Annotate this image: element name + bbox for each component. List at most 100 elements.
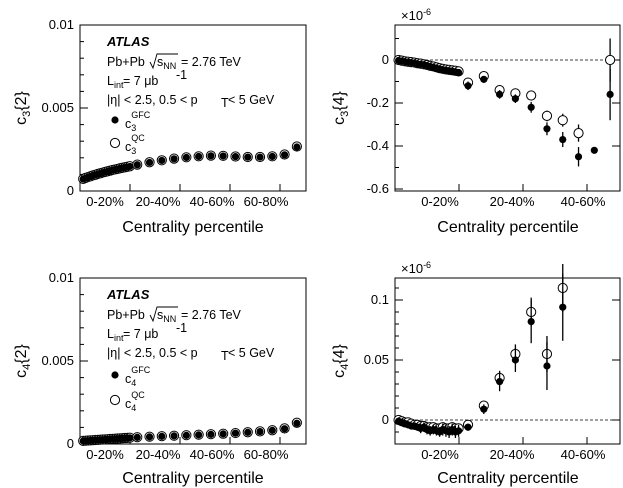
lumi-label: Lint = 7 μb -1 [107, 321, 187, 343]
gfc-point [126, 434, 134, 442]
gfc-point [231, 429, 240, 437]
y-minor-ticks [80, 294, 84, 428]
y-tick-label: 0 [67, 183, 74, 198]
qc-point [573, 128, 584, 139]
svg-text:|η| < 2.5, 0.5 < p: |η| < 2.5, 0.5 < p [107, 346, 198, 360]
gfc-point [133, 161, 141, 169]
y-tick-label: 0.1 [371, 292, 389, 307]
gfc-point [543, 362, 551, 370]
system-label: Pb+Pb [107, 308, 145, 322]
data-markers [393, 264, 568, 438]
y-axis-title: c4{2} [13, 343, 33, 377]
x-tick-label: 0-20% [86, 447, 124, 462]
x-tick-label: 60-80% [244, 194, 289, 209]
gfc-point [195, 152, 203, 161]
legend: c3GFC c3QC [109, 110, 151, 156]
gfc-point [511, 356, 519, 364]
y-axis-title: c3{4} [331, 90, 351, 124]
x-tick-label: 0-20% [86, 194, 124, 209]
atlas-label: ATLAS [106, 287, 150, 302]
plot-frame [394, 277, 621, 445]
gfc-point [207, 430, 215, 438]
y-tick-label: 0 [67, 436, 74, 451]
gfc-point [256, 153, 264, 161]
svg-text:Lint: Lint [107, 327, 124, 343]
gfc-point [543, 125, 551, 133]
gfc-point [244, 428, 252, 436]
gfc-point [454, 427, 463, 435]
gfc-point [244, 153, 252, 161]
gfc-point [170, 155, 178, 163]
gfc-point [280, 425, 289, 433]
gfc-point [145, 433, 154, 441]
svg-text:-1: -1 [176, 321, 187, 335]
gfc-point [590, 146, 598, 154]
gfc-point [256, 427, 264, 436]
x-axis-title: Centrality percentile [437, 219, 579, 236]
gfc-point [464, 82, 472, 90]
legend-entry: c3GFC [125, 110, 151, 133]
svg-text:T: T [221, 349, 229, 363]
gfc-point [158, 156, 166, 165]
y-ticks [395, 38, 620, 190]
gfc-point [170, 432, 178, 440]
gfc-point [126, 162, 134, 171]
gfc-point [182, 431, 190, 439]
svg-text:= 7 μb: = 7 μb [123, 74, 158, 88]
panel-c3-4: ×10-6 0 -0.2 -0.4 -0.6 0-20% 20-40% 40-6… [331, 7, 621, 236]
x-tick-label: 0-20% [421, 194, 459, 209]
y-tick-label: 0.005 [41, 100, 74, 115]
qc-point [526, 90, 537, 101]
panel-c4-2: 0 0.005 0.01 0-20% 20-40% 40-60% 60-80% … [13, 270, 307, 487]
gfc-point [527, 103, 535, 111]
cuts-label: |η| < 2.5, 0.5 < p T < 5 GeV [107, 93, 275, 110]
gfc-point [606, 90, 614, 98]
qc-point [541, 110, 553, 122]
svg-text:= 7 μb: = 7 μb [123, 327, 158, 341]
data-markers [78, 141, 302, 184]
y-ticks [395, 287, 620, 433]
lumi-label: Lint = 7 μb -1 [107, 68, 187, 90]
gfc-point [231, 153, 240, 161]
gfc-point [464, 423, 472, 431]
gfc-point [145, 158, 154, 167]
y-tick-label: -0.2 [367, 95, 389, 110]
gfc-point [219, 152, 227, 160]
gfc-point [496, 90, 504, 98]
gfc-point [207, 152, 215, 160]
gfc-point [496, 378, 504, 386]
legend: c4GFC c4QC [109, 365, 151, 413]
gfc-point [195, 431, 203, 439]
energy-label: sNN = 2.76 TeV [149, 53, 242, 71]
x-ticks [458, 437, 588, 444]
plot-frame [79, 277, 307, 445]
gfc-point [559, 135, 567, 144]
gfc-point [219, 430, 227, 438]
gfc-point [268, 152, 276, 161]
gfc-point [133, 433, 141, 441]
qc-point [557, 115, 568, 126]
gfc-point [293, 419, 301, 427]
x-tick-label: 40-60% [190, 447, 235, 462]
svg-text:Lint: Lint [107, 74, 124, 90]
svg-text:= 2.76 TeV: = 2.76 TeV [181, 55, 242, 69]
gfc-point [280, 151, 289, 159]
data-markers [393, 38, 616, 167]
gfc-point [480, 405, 488, 413]
system-label: Pb+Pb [107, 55, 145, 69]
y-tick-label: -0.4 [367, 138, 389, 153]
data-markers [78, 417, 302, 446]
gfc-point [268, 426, 276, 434]
x-tick-label: 20-40% [490, 194, 535, 209]
gfc-point [559, 303, 567, 311]
gfc-point [454, 68, 463, 77]
x-tick-label: 0-20% [421, 447, 459, 462]
legend-marker-filled [111, 116, 119, 124]
plot-frame [394, 24, 621, 192]
multiplier-label: ×10-6 [401, 260, 431, 276]
x-axis-title: Centrality percentile [122, 470, 264, 487]
y-tick-label: 0.01 [49, 17, 74, 32]
legend-entry: c3QC [125, 133, 145, 156]
y-axis-title: c3{2} [13, 90, 33, 124]
x-tick-label: 20-40% [136, 447, 181, 462]
